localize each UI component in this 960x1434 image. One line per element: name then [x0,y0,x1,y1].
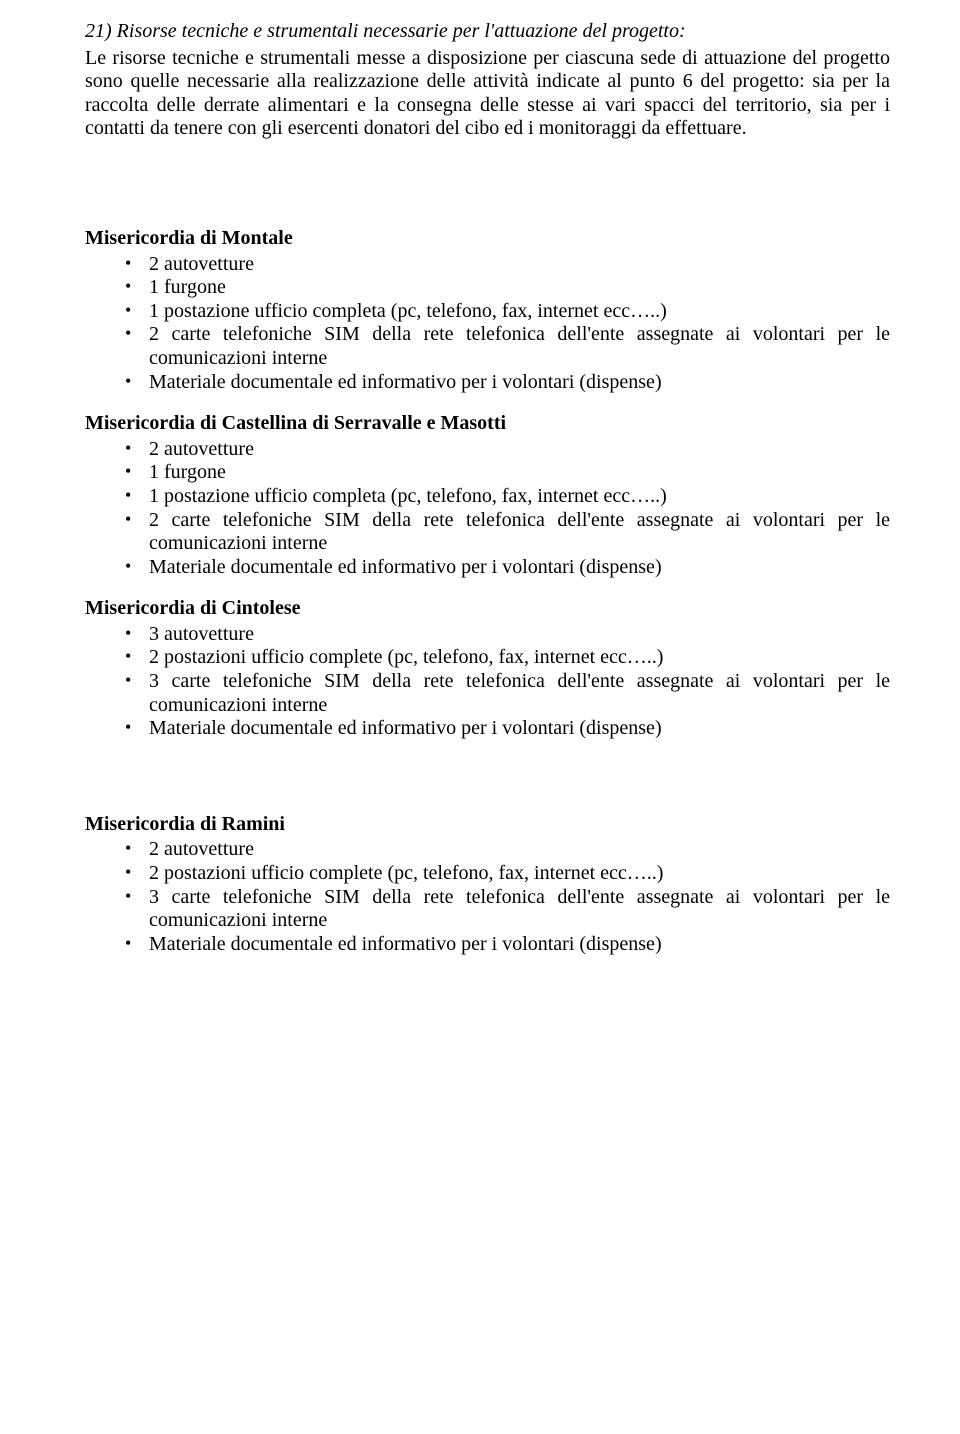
list-item: 2 postazioni ufficio complete (pc, telef… [125,862,890,886]
group-title: Misericordia di Cintolese [85,597,890,621]
list-item: Materiale documentale ed informativo per… [125,371,890,395]
group-castellina: Misericordia di Castellina di Serravalle… [85,412,890,579]
list-item: 2 postazioni ufficio complete (pc, telef… [125,646,890,670]
list-item: 2 carte telefoniche SIM della rete telef… [125,323,890,370]
group-title: Misericordia di Montale [85,227,890,251]
list-item: Materiale documentale ed informativo per… [125,933,890,957]
spacer [85,163,890,209]
list-item: 3 carte telefoniche SIM della rete telef… [125,670,890,717]
list-item: 3 carte telefoniche SIM della rete telef… [125,886,890,933]
bullet-list: 2 autovetture 1 furgone 1 postazione uff… [85,253,890,395]
list-item: 2 carte telefoniche SIM della rete telef… [125,509,890,556]
list-item: 2 autovetture [125,438,890,462]
list-item: 1 furgone [125,276,890,300]
intro-paragraph: Le risorse tecniche e strumentali messe … [85,47,890,141]
group-montale: Misericordia di Montale 2 autovetture 1 … [85,227,890,394]
list-item: 3 autovetture [125,623,890,647]
list-item: Materiale documentale ed informativo per… [125,556,890,580]
group-cintolese: Misericordia di Cintolese 3 autovetture … [85,597,890,741]
section-heading: 21) Risorse tecniche e strumentali neces… [85,20,890,44]
group-title: Misericordia di Ramini [85,813,890,837]
section-number: 21) [85,20,112,42]
list-item: 1 postazione ufficio completa (pc, telef… [125,485,890,509]
list-item: 2 autovetture [125,253,890,277]
group-title: Misericordia di Castellina di Serravalle… [85,412,890,436]
list-item: 1 postazione ufficio completa (pc, telef… [125,300,890,324]
bullet-list: 2 autovetture 1 furgone 1 postazione uff… [85,438,890,580]
list-item: 1 furgone [125,461,890,485]
group-ramini: Misericordia di Ramini 2 autovetture 2 p… [85,813,890,957]
list-item: Materiale documentale ed informativo per… [125,717,890,741]
bullet-list: 3 autovetture 2 postazioni ufficio compl… [85,623,890,741]
bullet-list: 2 autovetture 2 postazioni ufficio compl… [85,838,890,956]
spacer [85,759,890,795]
list-item: 2 autovetture [125,838,890,862]
document-page: 21) Risorse tecniche e strumentali neces… [0,0,960,1434]
section-title-text: Risorse tecniche e strumentali necessari… [117,20,686,42]
